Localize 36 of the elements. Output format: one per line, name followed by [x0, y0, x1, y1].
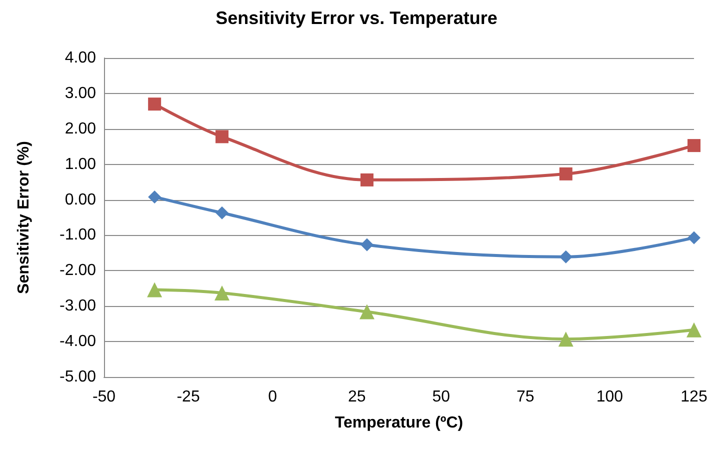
x-tick-label: -25: [176, 388, 200, 406]
point: [558, 332, 574, 347]
x-tick-label: 50: [432, 388, 450, 406]
point: [559, 167, 572, 180]
y-tick-label: 1.00: [64, 156, 96, 173]
y-tick-label: -5.00: [60, 368, 96, 386]
point: [214, 285, 230, 300]
y-tick-label: 4.00: [64, 50, 96, 66]
point: [216, 130, 228, 144]
point: [360, 238, 374, 252]
y-tick-label: 2.00: [64, 120, 96, 138]
point: [559, 250, 572, 264]
point: [686, 322, 702, 338]
y-tick-label: -3.00: [60, 298, 96, 315]
point: [688, 231, 700, 244]
y-tick-label: -4.00: [60, 333, 96, 350]
x-tick-label: 25: [348, 388, 366, 406]
x-tick-label: 0: [268, 388, 278, 406]
point: [360, 173, 374, 186]
y-tick-label: -1.00: [60, 226, 96, 244]
point: [216, 206, 228, 220]
chart-title: Sensitivity Error vs. Temperature: [216, 8, 498, 28]
x-axis-title: Temperature (ºC): [334, 414, 464, 432]
x-tick-label: -50: [92, 388, 116, 406]
point: [148, 98, 162, 111]
y-tick-label: -2.00: [60, 262, 96, 280]
point: [147, 282, 162, 298]
y-tick-label: 0.00: [64, 191, 96, 208]
point: [688, 139, 700, 152]
y-tick-label: 3.00: [64, 84, 96, 102]
point: [148, 190, 162, 204]
x-tick-label: 125: [680, 388, 708, 406]
x-tick-label: 100: [596, 388, 624, 406]
y-axis-title: Sensitivity Error (%): [16, 141, 32, 294]
x-tick-label: 75: [516, 388, 534, 406]
point: [359, 304, 374, 320]
